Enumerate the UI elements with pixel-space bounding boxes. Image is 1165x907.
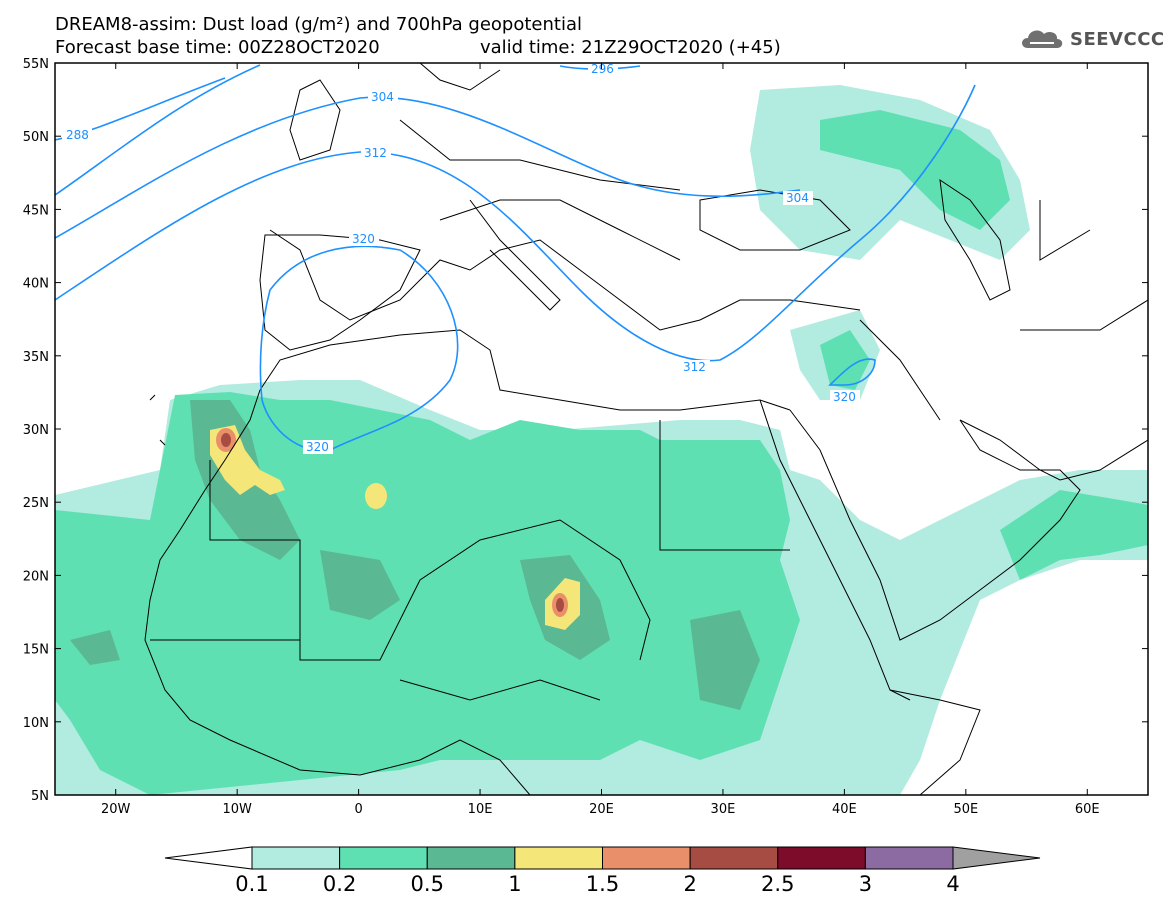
coastline-horn	[889, 689, 981, 795]
colorbar-swatch	[251, 846, 341, 870]
lon-label: 10E	[468, 802, 493, 817]
contour-label-304: 304	[371, 90, 394, 104]
colorbar-label: 0.1	[235, 872, 268, 896]
coastline-britain	[289, 79, 341, 161]
dust-band-02-levant	[820, 330, 870, 390]
colorbar-swatch	[864, 846, 954, 870]
coastline-africa-west	[144, 389, 531, 795]
contour-312	[55, 84, 976, 362]
colorbar-arrow-right	[952, 846, 1041, 870]
colorbar-swatch	[514, 846, 603, 870]
coastline-caspian	[939, 178, 1011, 301]
coastline-italy	[469, 199, 561, 311]
lat-label: 40N	[23, 277, 49, 292]
colorbar-label: 3	[859, 872, 872, 896]
contour-label-320: 320	[352, 232, 375, 246]
colorbar-swatch	[426, 846, 516, 870]
dust-band-1-algeria	[365, 483, 387, 509]
dust-band-02	[55, 392, 800, 795]
border-europe	[399, 119, 681, 261]
contour-320-b	[828, 358, 876, 386]
lat-label: 10N	[23, 716, 49, 731]
contour-label-304b: 304	[786, 191, 809, 205]
coastline-persian-gulf	[959, 419, 1148, 481]
lat-label: 5N	[31, 789, 49, 804]
coastline-arabia	[789, 409, 1081, 641]
seevccc-logo: SEEVCCC	[1018, 26, 1165, 52]
colorbar-arrow-left	[164, 846, 253, 870]
colorbar-swatch	[339, 846, 428, 870]
logo-text: SEEVCCC	[1070, 28, 1165, 50]
cloud-icon	[1022, 30, 1063, 48]
contour-320	[259, 245, 459, 452]
dust-band-02-arabia	[1000, 490, 1148, 580]
colorbar-label: 4	[946, 872, 959, 896]
lon-label: 10W	[222, 802, 252, 817]
dust-field	[55, 63, 1148, 795]
coastline-black-sea	[699, 189, 851, 251]
coastline-north-africa	[259, 329, 791, 411]
latitude-axis: 55N 50N 45N 40N 35N 30N 25N 20N 15N 10N 5N	[23, 57, 1148, 804]
dust-band-02-caspian	[820, 110, 1010, 230]
lon-label: 20E	[589, 802, 614, 817]
lat-label: 20N	[23, 569, 49, 584]
contour-label-296: 296	[591, 62, 614, 76]
colorbar: 0.1 0.2 0.5 1 1.5 2 2.5 3 4	[164, 846, 1041, 896]
lon-label: 40E	[832, 802, 857, 817]
coastline-scandinavia	[419, 63, 501, 91]
lon-label: 0	[354, 802, 362, 817]
border-africa-2	[659, 420, 790, 551]
contour-labels: 288 304 312 320 304 312 320 320 296	[62, 62, 860, 454]
coastline-europe	[269, 229, 861, 331]
lat-label: 50N	[23, 130, 49, 145]
colorbar-label: 2	[683, 872, 696, 896]
border-mideast	[859, 200, 1148, 421]
lat-label: 35N	[23, 350, 49, 365]
contour-288	[55, 64, 261, 196]
dust-band-2-chad	[556, 598, 564, 612]
contour-label-288: 288	[66, 128, 89, 142]
dust-band-05-senegal	[70, 630, 120, 665]
colorbar-label: 2.5	[761, 872, 794, 896]
lat-label: 30N	[23, 423, 49, 438]
lat-label: 55N	[23, 57, 49, 72]
lon-label: 60E	[1075, 802, 1100, 817]
dust-band-05-sudan	[690, 610, 760, 710]
valid-time: valid time: 21Z29OCT2020 (+45)	[480, 37, 781, 58]
colorbar-label: 0.5	[411, 872, 444, 896]
colorbar-swatch	[689, 846, 779, 870]
dust-band-05-center	[320, 550, 400, 620]
colorbar-label: 1.5	[586, 872, 619, 896]
lon-label: 30E	[711, 802, 736, 817]
coastline-canary	[149, 394, 166, 446]
colorbar-label: 0.2	[323, 872, 356, 896]
colorbar-swatch	[602, 846, 691, 870]
dust-band-2-morocco	[221, 433, 231, 447]
contour-label-312b: 312	[683, 360, 706, 374]
contour-label-320b: 320	[306, 440, 329, 454]
forecast-base-time: Forecast base time: 00Z28OCT2020	[55, 37, 380, 58]
map-title: DREAM8-assim: Dust load (g/m²) and 700hP…	[55, 14, 582, 35]
colorbar-label: 1	[508, 872, 521, 896]
lat-label: 15N	[23, 643, 49, 658]
lon-label: 50E	[953, 802, 978, 817]
lat-label: 25N	[23, 496, 49, 511]
lon-label: 20W	[101, 802, 131, 817]
contour-304	[55, 96, 801, 239]
colorbar-swatch	[777, 846, 866, 870]
contour-label-312: 312	[364, 146, 387, 160]
border-africa-3	[150, 639, 601, 701]
border-africa-1	[209, 460, 651, 661]
longitude-axis: 20W 10W 0 10E 20E 30E 40E 50E 60E	[101, 63, 1100, 817]
contour-label-320c: 320	[833, 390, 856, 404]
lat-label: 45N	[23, 203, 49, 218]
